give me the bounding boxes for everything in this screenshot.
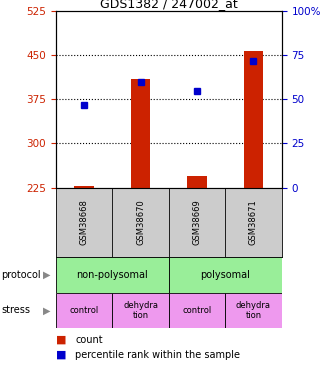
Text: ▶: ▶ <box>43 305 51 315</box>
Bar <box>131 79 150 188</box>
Bar <box>56 292 112 328</box>
Text: dehydra
tion: dehydra tion <box>236 301 271 320</box>
Text: ▶: ▶ <box>43 270 51 280</box>
Bar <box>244 51 263 188</box>
Text: control: control <box>182 306 212 315</box>
Text: control: control <box>69 306 99 315</box>
Text: polysomal: polysomal <box>200 270 250 280</box>
Bar <box>112 292 169 328</box>
Text: stress: stress <box>2 305 31 315</box>
Text: protocol: protocol <box>2 270 41 280</box>
Text: count: count <box>75 335 103 345</box>
Title: GDS1382 / 247002_at: GDS1382 / 247002_at <box>100 0 238 10</box>
Text: GSM38671: GSM38671 <box>249 200 258 245</box>
Text: non-polysomal: non-polysomal <box>76 270 148 280</box>
Bar <box>56 257 169 292</box>
Text: percentile rank within the sample: percentile rank within the sample <box>75 350 240 360</box>
Bar <box>169 292 225 328</box>
Bar <box>169 257 282 292</box>
Text: GSM38670: GSM38670 <box>136 200 145 245</box>
Text: GSM38669: GSM38669 <box>193 200 202 245</box>
Text: dehydra
tion: dehydra tion <box>123 301 158 320</box>
Bar <box>187 176 207 188</box>
Text: ■: ■ <box>56 335 67 345</box>
Bar <box>74 186 94 188</box>
Text: ■: ■ <box>56 350 67 360</box>
Bar <box>225 292 282 328</box>
Text: GSM38668: GSM38668 <box>80 199 89 245</box>
